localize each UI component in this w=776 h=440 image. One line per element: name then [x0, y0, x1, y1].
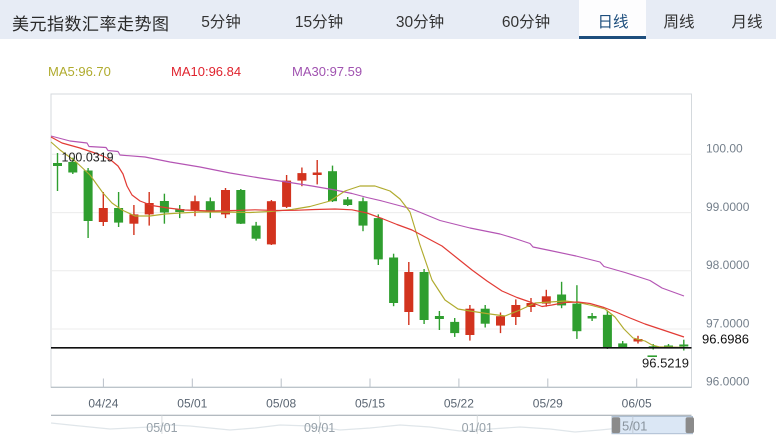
svg-text:05/08: 05/08 [266, 397, 296, 411]
svg-text:01/01: 01/01 [462, 421, 493, 435]
svg-text:96.0000: 96.0000 [706, 375, 750, 389]
svg-text:98.0000: 98.0000 [706, 258, 750, 272]
svg-text:05/29: 05/29 [533, 397, 563, 411]
svg-text:05/15: 05/15 [355, 397, 385, 411]
svg-text:5/01: 5/01 [622, 419, 647, 434]
svg-text:96.6986: 96.6986 [702, 332, 749, 347]
svg-text:100.0319: 100.0319 [62, 151, 114, 165]
svg-text:97.0000: 97.0000 [706, 316, 750, 330]
svg-text:05/01: 05/01 [146, 421, 177, 435]
svg-text:96.5219: 96.5219 [642, 356, 689, 371]
svg-text:05/01: 05/01 [177, 397, 207, 411]
svg-text:09/01: 09/01 [304, 421, 335, 435]
svg-text:06/05: 06/05 [622, 397, 652, 411]
svg-text:99.0000: 99.0000 [706, 200, 750, 214]
svg-text:05/22: 05/22 [444, 397, 474, 411]
svg-text:100.00: 100.00 [706, 142, 743, 156]
svg-text:04/24: 04/24 [88, 397, 118, 411]
